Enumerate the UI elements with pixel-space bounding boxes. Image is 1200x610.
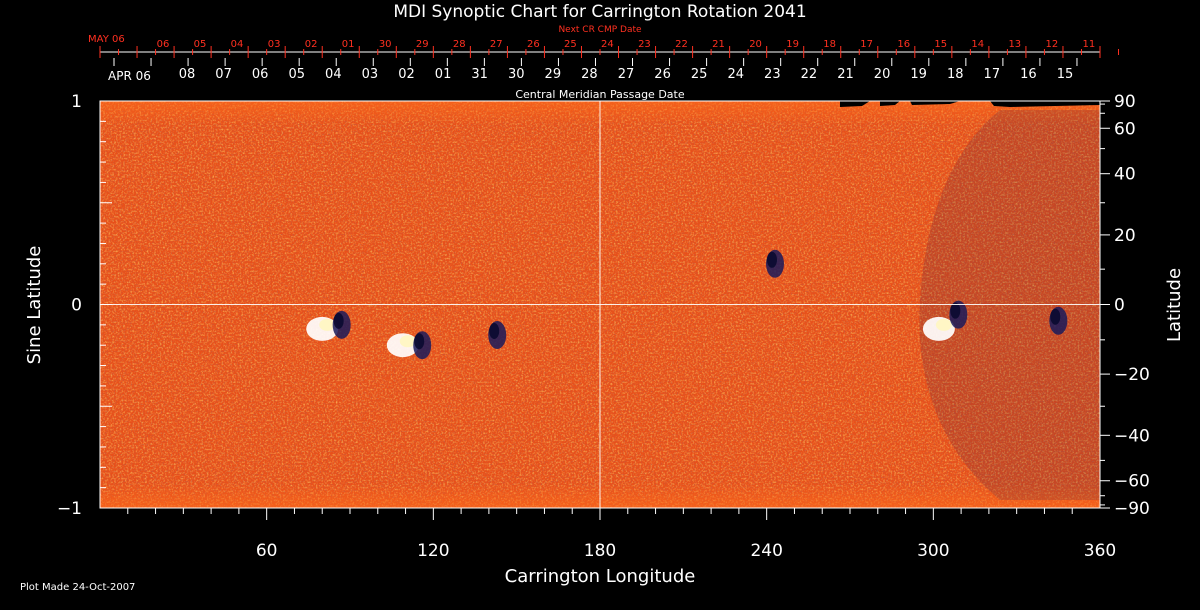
x-tick-label: 240: [750, 541, 782, 561]
top-red-date: 27: [490, 39, 503, 50]
top-red-date: 05: [194, 39, 207, 50]
top-red-date: 12: [1045, 39, 1058, 50]
plot-made-note: Plot Made 24-Oct-2007: [20, 582, 135, 593]
top-white-date: 29: [545, 67, 562, 82]
top-red-date: 23: [638, 39, 651, 50]
negative-polarity-core: [333, 312, 344, 329]
top-red-date: 04: [231, 39, 244, 50]
y-left-tick-label: 0: [71, 296, 82, 316]
top-white-date: 22: [801, 67, 818, 82]
top-red-date: 21: [712, 39, 725, 50]
top-white-date: 15: [1057, 67, 1074, 82]
negative-polarity-core: [767, 251, 777, 268]
top-red-date: 26: [527, 39, 540, 50]
top-white-date: 03: [362, 67, 379, 82]
negative-polarity-core: [489, 323, 500, 340]
top-white-date: 08: [179, 67, 196, 82]
positive-polarity-core: [319, 318, 336, 331]
top-white-date: 04: [325, 67, 342, 82]
top-red-date: 17: [860, 39, 873, 50]
top-white-date: 21: [837, 67, 854, 82]
top-red-date: 22: [675, 39, 688, 50]
top-red-date: 11: [1083, 39, 1096, 50]
top-red-date: 01: [342, 39, 355, 50]
top-red-date: 14: [971, 39, 984, 50]
top-red-date: 06: [157, 39, 170, 50]
y-right-tick-label: −90: [1114, 499, 1150, 519]
top-red-date: 13: [1008, 39, 1021, 50]
positive-polarity-core: [399, 335, 416, 348]
x-tick-label: 60: [256, 541, 278, 561]
top-white-date: 02: [398, 67, 415, 82]
top-white-date: 16: [1020, 67, 1037, 82]
top-axis-cmp: APR 06 08 07 06 05 04 03 02 01 31 30 29 28 27 26 25 24 2…: [108, 58, 1078, 101]
top-white-date: 19: [910, 67, 927, 82]
top-red-date: 15: [934, 39, 947, 50]
top-axis-red-first: MAY 06: [88, 34, 125, 45]
y-right-tick-label: 90: [1114, 92, 1136, 112]
x-axis: 60 120 180 240 300 360: [127, 508, 1116, 561]
top-axis-next-cr: Next CR CMP Date MAY 06 06 05 04 03 02 01 30 29…: [88, 25, 1120, 58]
y-right-tick-label: −20: [1114, 365, 1150, 385]
y-right-tick-label: 20: [1114, 226, 1136, 246]
top-white-date: 17: [984, 67, 1001, 82]
positive-polarity-core: [935, 318, 952, 331]
top-white-date: 06: [252, 67, 269, 82]
y-right-tick-label: 60: [1114, 119, 1136, 139]
y-right-tick-label: 0: [1114, 296, 1125, 316]
y-left-tick-label: 1: [71, 92, 82, 112]
top-axis-red-title: Next CR CMP Date: [558, 25, 642, 35]
top-white-date: 01: [435, 67, 452, 82]
top-red-date: 03: [268, 39, 281, 50]
y-left-tick-label: −1: [57, 499, 82, 519]
top-red-date: 16: [897, 39, 910, 50]
top-red-date: 24: [601, 39, 614, 50]
negative-polarity-core: [950, 302, 961, 319]
top-white-date: 30: [508, 67, 525, 82]
top-red-date: 30: [379, 39, 392, 50]
top-red-date: 29: [416, 39, 429, 50]
y-axis-left-title: Sine Latitude: [24, 246, 45, 365]
top-red-date: 28: [453, 39, 466, 50]
top-red-date: 19: [786, 39, 799, 50]
top-white-date: 05: [288, 67, 305, 82]
top-red-date: 20: [749, 39, 762, 50]
x-tick-label: 120: [417, 541, 449, 561]
plot-area: [100, 101, 1100, 508]
top-axis-white-first: APR 06: [108, 69, 151, 83]
top-white-date: 07: [215, 67, 232, 82]
top-white-date: 23: [764, 67, 781, 82]
x-axis-title: Carrington Longitude: [505, 566, 696, 587]
top-red-date: 02: [305, 39, 318, 50]
top-white-date: 20: [874, 67, 891, 82]
top-red-date: 25: [564, 39, 577, 50]
map-top-notches: [840, 101, 1100, 107]
top-white-date: 25: [691, 67, 708, 82]
y-axis-left: 1 0 −1: [57, 92, 112, 519]
chart-title: MDI Synoptic Chart for Carrington Rotati…: [393, 2, 806, 22]
x-tick-label: 180: [584, 541, 616, 561]
y-axis-right-title: Latitude: [1164, 268, 1185, 342]
x-tick-label: 300: [917, 541, 949, 561]
x-tick-label: 360: [1084, 541, 1116, 561]
negative-polarity-core: [1050, 308, 1061, 325]
y-axis-right: 90 60 40 20 0 −20 −40 −60 −90: [1100, 92, 1150, 519]
y-right-tick-label: −60: [1114, 472, 1150, 492]
top-white-date: 18: [947, 67, 964, 82]
top-axis-white-title: Central Meridian Passage Date: [515, 88, 684, 101]
negative-polarity-core: [414, 333, 425, 350]
top-white-date: 27: [618, 67, 635, 82]
y-right-tick-label: −40: [1114, 426, 1150, 446]
top-white-date: 26: [654, 67, 671, 82]
top-white-date: 24: [727, 67, 744, 82]
top-white-date: 31: [471, 67, 488, 82]
top-red-date: 18: [823, 39, 836, 50]
y-right-tick-label: 40: [1114, 165, 1136, 185]
top-white-date: 28: [581, 67, 598, 82]
